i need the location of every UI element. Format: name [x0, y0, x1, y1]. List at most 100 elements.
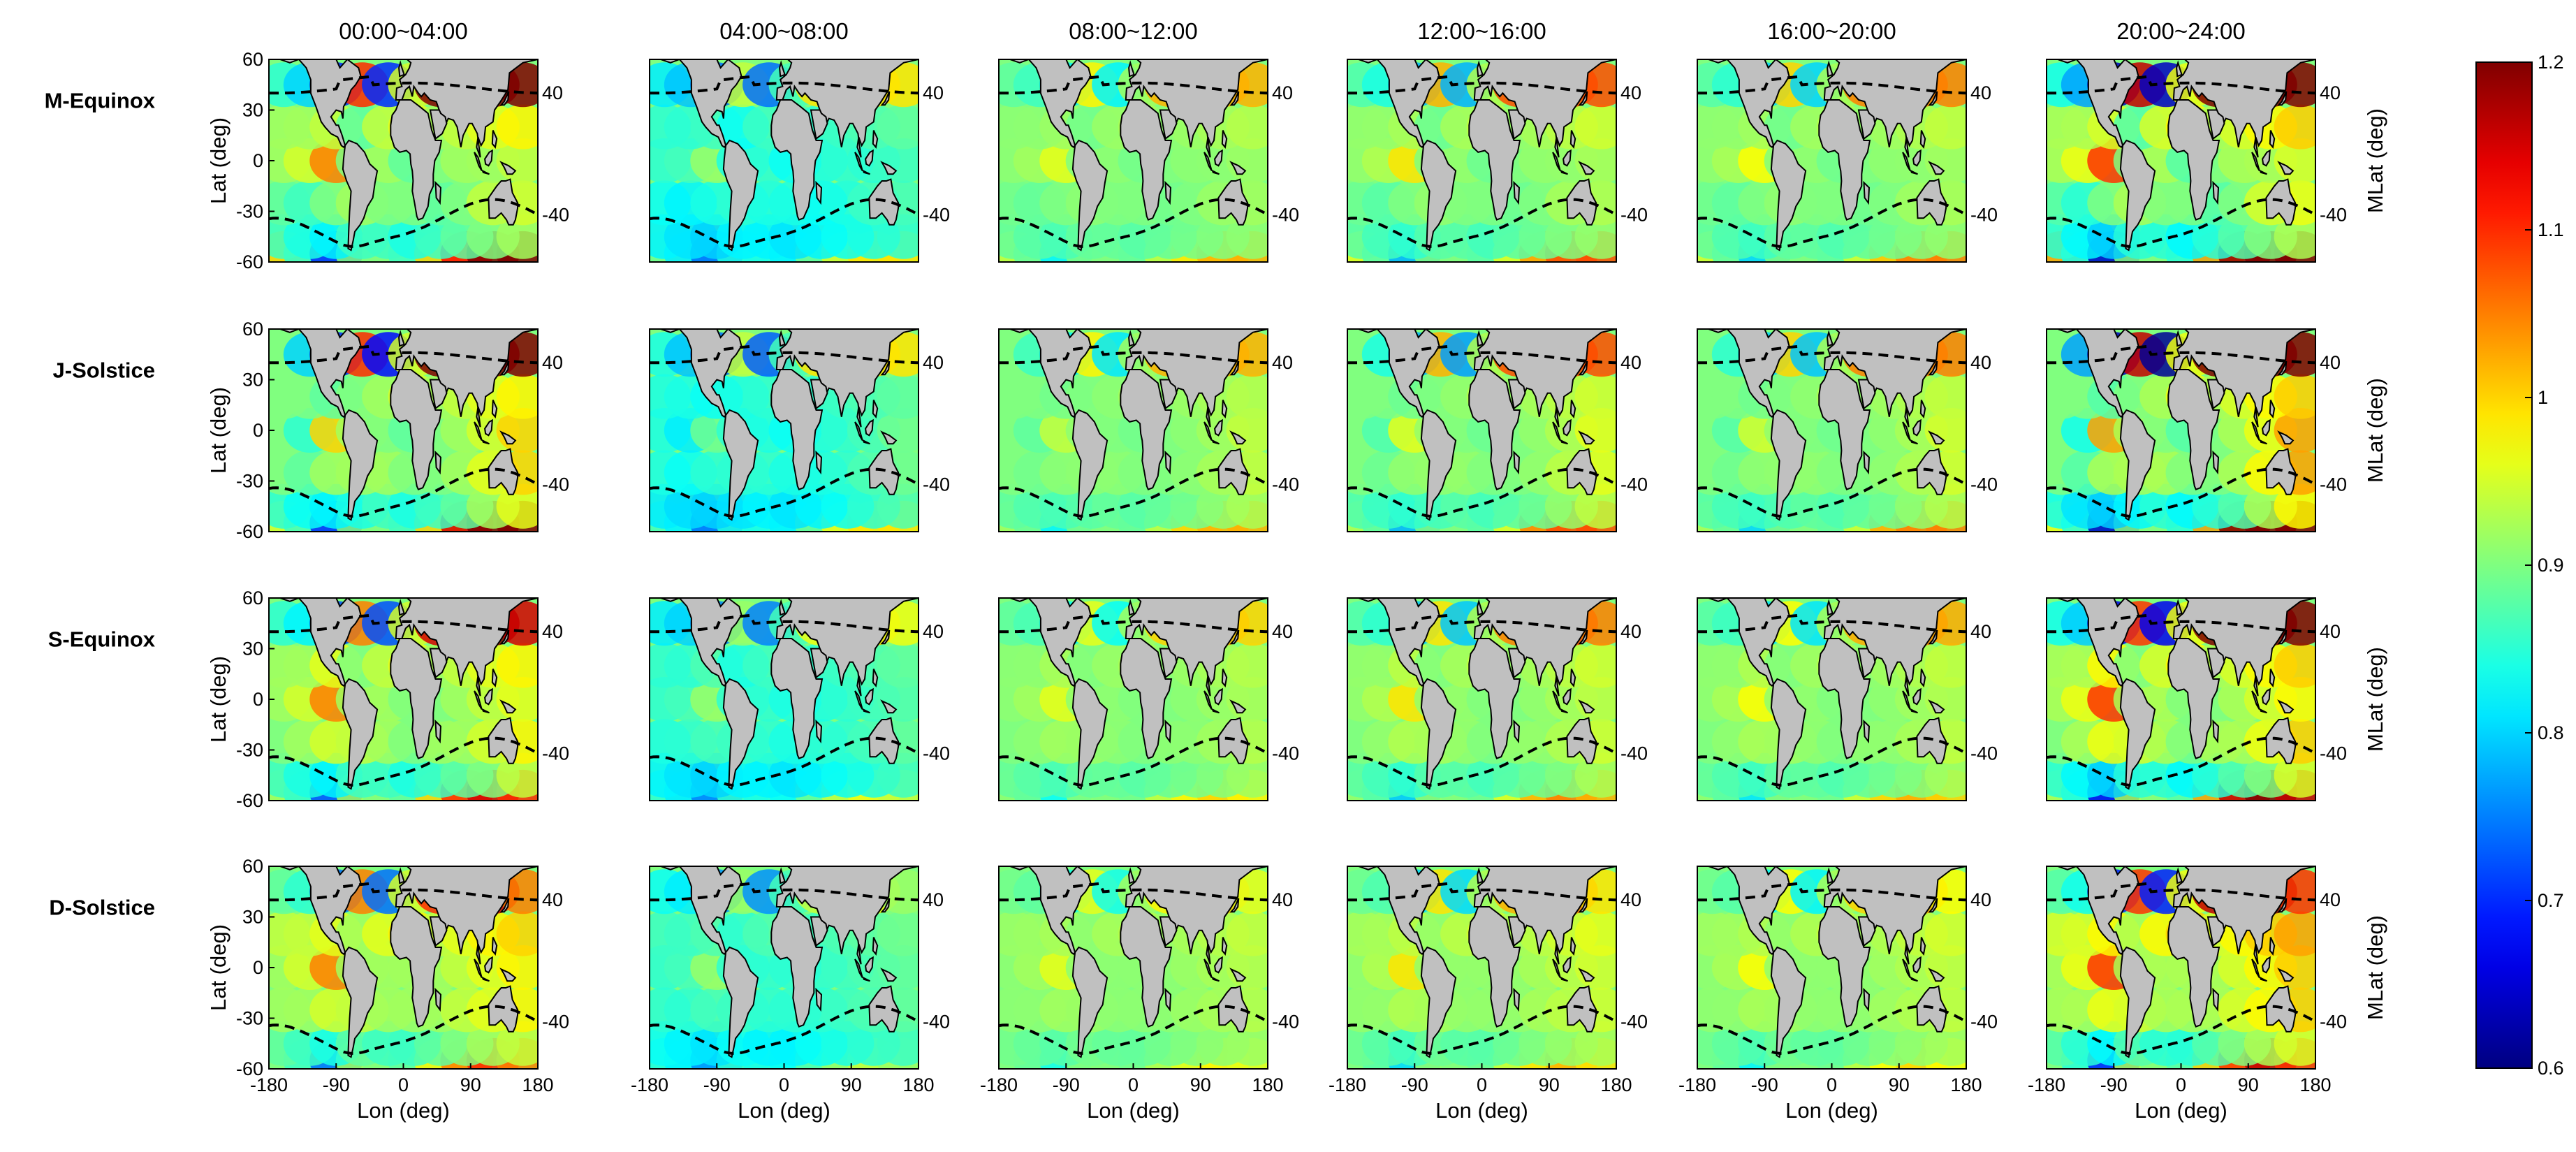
map-panel: 40 -40 — [1697, 597, 1998, 801]
continent-outline — [429, 109, 448, 140]
continent-outline — [1827, 599, 1834, 616]
continent-outline — [1128, 867, 1135, 884]
mlat-tick-label: -40 — [2320, 474, 2347, 495]
y-tick-label: 60 — [242, 49, 263, 70]
panel-frame — [1347, 59, 1617, 263]
heat-cell — [2274, 643, 2315, 688]
continent-outline — [1578, 161, 1595, 175]
continent-outline — [1928, 898, 1938, 913]
continent-outline — [2176, 867, 2183, 884]
mlat-tick-label: 40 — [1620, 82, 1641, 103]
continent-outline — [1229, 629, 1240, 645]
mlat-tick-label: -40 — [542, 204, 569, 225]
mlat-tick-label: -40 — [1272, 743, 1299, 764]
continent-outline — [1203, 152, 1213, 172]
continent-outline — [1229, 91, 1240, 106]
continent-outline — [1566, 717, 1597, 764]
x-tick-label: -180 — [250, 1074, 288, 1095]
continent-outline — [2119, 678, 2156, 790]
y-axis-label: Lat (deg) — [206, 387, 230, 474]
colorbar-tick-label: 0.7 — [2538, 890, 2564, 911]
continent-outline — [1229, 360, 1240, 376]
panel-frame — [2046, 328, 2316, 532]
continent-outline — [2277, 161, 2295, 175]
continent-outline — [872, 130, 879, 149]
continent-outline — [880, 360, 891, 376]
continent-outline — [1468, 99, 1521, 221]
continent-outline — [1928, 360, 1938, 376]
continent-outline — [2277, 968, 2295, 982]
heat-cell — [496, 643, 538, 688]
continent-outline — [2207, 109, 2225, 140]
continent-outline — [390, 906, 443, 1028]
continent-outline — [1863, 450, 1871, 475]
continent-outline — [499, 629, 510, 645]
mlat-tick-label: 40 — [1620, 352, 1641, 373]
map-panel: 40 -40 — [1347, 597, 1648, 801]
column-title: 16:00~20:00 — [1767, 18, 1896, 44]
continent-outline — [1909, 708, 1918, 714]
mlat-tick-label: 40 — [2320, 352, 2341, 373]
continent-outline — [2269, 937, 2276, 956]
continent-outline — [810, 379, 828, 410]
panel-frame — [649, 597, 919, 801]
continent-outline — [484, 687, 493, 706]
continent-outline — [1928, 699, 1945, 714]
heat-cell — [1226, 911, 1268, 956]
continent-outline — [775, 598, 919, 697]
mlat-tick-label: -40 — [923, 474, 950, 495]
continent-outline — [1473, 866, 1616, 965]
continent-outline — [872, 400, 879, 418]
continent-outline — [1009, 598, 1092, 687]
continent-outline — [2119, 946, 2156, 1058]
mlat-tick-label: -40 — [1970, 743, 1998, 764]
mlat-tick-label: 40 — [542, 621, 563, 642]
continent-outline — [474, 958, 483, 979]
x-tick-label: 90 — [1539, 1074, 1560, 1095]
column-title: 12:00~16:00 — [1417, 18, 1546, 44]
continent-outline — [868, 717, 900, 764]
row-label: D-Solstice — [49, 896, 155, 920]
continent-outline — [491, 130, 498, 149]
continent-outline — [872, 669, 879, 687]
continent-outline — [1164, 180, 1172, 205]
continent-outline — [1221, 130, 1228, 149]
heat-cell — [1226, 1021, 1268, 1066]
continent-outline — [481, 708, 490, 714]
continent-outline — [659, 59, 742, 149]
heat-cell — [1924, 1021, 1966, 1066]
continent-outline — [1857, 109, 1876, 140]
x-tick-label: 90 — [2238, 1074, 2259, 1095]
continent-outline — [1569, 937, 1576, 956]
continent-outline — [434, 450, 442, 475]
continent-outline — [1578, 968, 1595, 982]
x-tick-label: -180 — [1678, 1074, 1716, 1095]
continent-outline — [1707, 598, 1790, 687]
continent-outline — [1563, 956, 1572, 974]
continent-outline — [1128, 330, 1135, 347]
continent-outline — [722, 678, 759, 790]
continent-outline — [868, 178, 900, 226]
continent-outline — [1563, 418, 1572, 437]
continent-outline — [770, 906, 824, 1028]
mlat-line — [1347, 613, 1616, 634]
continent-outline — [2269, 130, 2276, 149]
continent-outline — [854, 958, 863, 979]
continent-outline — [1203, 958, 1213, 979]
panel-frame — [1347, 328, 1617, 532]
continent-outline — [2277, 360, 2288, 376]
continent-outline — [1477, 60, 1484, 78]
map-panel: 40 -40 04:00~08:00 — [649, 18, 950, 263]
continent-outline — [1159, 648, 1178, 679]
heat-cell — [1924, 104, 1966, 150]
heat-cell — [496, 374, 538, 419]
continent-outline — [481, 976, 490, 982]
x-tick-label: 0 — [1128, 1074, 1139, 1095]
map-panel: 40 -40 12:00~16:00 — [1347, 18, 1648, 263]
y-axis-label: Lat (deg) — [206, 924, 230, 1011]
continent-outline — [1919, 669, 1926, 687]
continent-outline — [1120, 906, 1173, 1028]
continent-outline — [1770, 409, 1807, 521]
continent-outline — [1473, 329, 1616, 428]
